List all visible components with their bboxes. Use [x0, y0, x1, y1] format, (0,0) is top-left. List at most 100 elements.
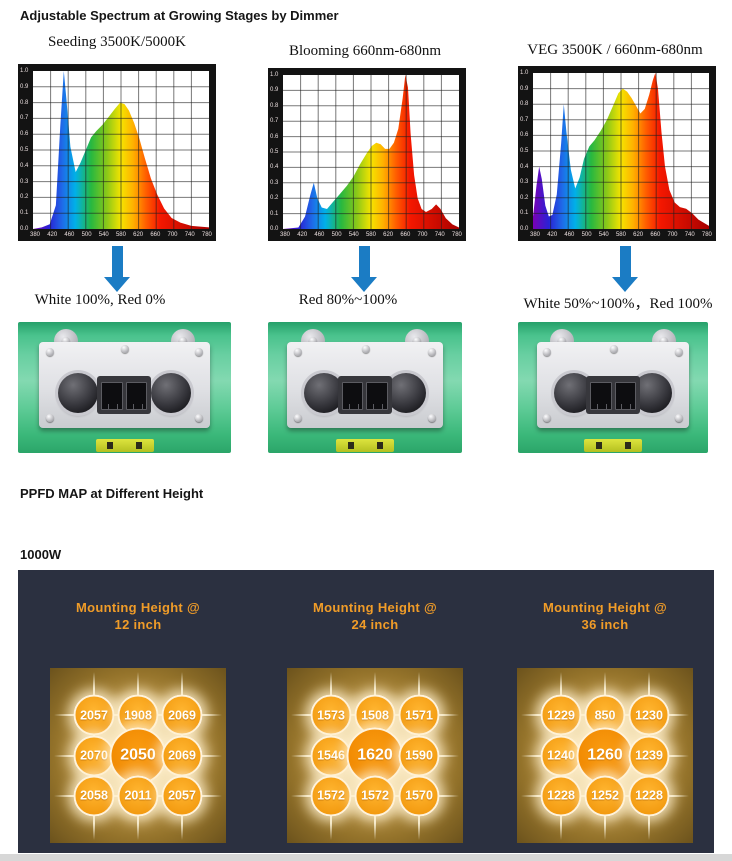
screw-icon — [194, 414, 203, 423]
dimmer-knob — [58, 372, 99, 413]
dimmer-knob — [150, 372, 191, 413]
x-axis-tick: 420 — [47, 232, 58, 238]
x-axis-tick: 740 — [184, 232, 195, 238]
connector-tab — [336, 438, 394, 452]
connector-tab — [584, 438, 642, 452]
plot-area — [33, 71, 209, 229]
y-axis-tick: 0.4 — [20, 162, 29, 169]
y-axis-tick: 0.0 — [270, 225, 279, 232]
ppfd-value: 2070 — [73, 735, 115, 776]
screw-icon — [293, 347, 302, 356]
y-axis-tick: 0.2 — [270, 195, 279, 202]
ppfd-value: 1228 — [628, 775, 670, 817]
x-axis-tick: 780 — [451, 232, 462, 238]
connector-tab — [95, 438, 154, 452]
rj-port — [125, 382, 148, 411]
down-arrow-icon — [612, 246, 638, 292]
chart-title-seeding: Seeding 3500K/5000K — [48, 34, 186, 50]
control-box — [39, 341, 210, 429]
x-axis-tick: 380 — [530, 232, 541, 238]
ppfd-value: 1240 — [540, 735, 582, 776]
y-axis-tick: 0.3 — [520, 179, 529, 186]
y-axis-ticks: 1.0 0.9 0.8 0.7 0.6 0.5 0.4 0.3 0.2 0.1 0.0 — [20, 68, 32, 232]
chart-title-blooming: Blooming 660nm-680nm — [288, 43, 442, 59]
ppfd-value: 1546 — [310, 735, 352, 776]
ppfd-value: 1239 — [628, 735, 670, 776]
control-box — [287, 341, 443, 429]
x-axis-tick: 660 — [150, 232, 161, 238]
dimmer-knob — [304, 372, 345, 413]
x-axis-ticks: 380 420 460 500 540 580 620 660 700 740 780 — [530, 232, 712, 239]
y-axis-tick: 0.5 — [20, 146, 29, 153]
dimmer-knob — [385, 372, 426, 413]
x-axis-tick: 500 — [81, 232, 92, 238]
ppfd-value: 2069 — [161, 735, 203, 776]
rj-port — [590, 382, 612, 411]
x-axis-tick: 620 — [633, 232, 644, 238]
ppfd-value: 1228 — [540, 775, 582, 817]
down-arrow-icon — [104, 246, 130, 292]
plot-area — [533, 73, 709, 229]
y-axis-tick: 1.0 — [520, 70, 529, 76]
x-axis-tick: 620 — [383, 232, 394, 238]
dimmer-control-photo — [18, 322, 231, 453]
rj-port — [614, 382, 636, 411]
x-axis-tick: 700 — [167, 232, 178, 238]
x-axis-tick: 460 — [64, 232, 75, 238]
x-axis-tick: 420 — [297, 232, 308, 238]
x-axis-tick: 700 — [667, 232, 678, 238]
chart-title-veg: VEG 3500K / 660nm-680nm — [527, 42, 703, 58]
x-axis-tick: 460 — [314, 232, 325, 238]
ppfd-value: 1573 — [310, 694, 352, 736]
spectrum-chart-seeding: 1.0 0.9 0.8 0.7 0.6 0.5 0.4 0.3 0.2 0.1 0.0 380 420… — [18, 64, 216, 241]
map-title: Mounting Height @ 24 inch — [287, 600, 463, 634]
spectrum-chart-veg: 1.0 0.9 0.8 0.7 0.6 0.5 0.4 0.3 0.2 0.1 0.0 380 420… — [518, 66, 716, 241]
ppfd-value: 2057 — [73, 694, 115, 736]
dimmer-control-photo — [518, 322, 708, 453]
ppfd-value: 2058 — [73, 775, 115, 817]
ppfd-map-12inch: 2057 1908 2069 2070 2050 2069 2058 2011 2057 — [50, 668, 226, 843]
x-axis-tick: 380 — [30, 232, 41, 238]
y-axis-tick: 0.0 — [520, 225, 529, 232]
ppfd-value: 1572 — [310, 775, 352, 817]
y-axis-tick: 0.5 — [270, 148, 279, 155]
y-axis-tick: 0.9 — [20, 83, 29, 90]
screw-icon — [194, 347, 203, 356]
rj-port — [341, 382, 364, 411]
x-axis-tick: 380 — [280, 232, 291, 238]
y-axis-tick: 0.7 — [520, 116, 529, 123]
screw-icon — [428, 347, 437, 356]
ppfd-map-column-12inch: Mounting Height @ 12 inch 2057 1908 2069 20… — [50, 570, 226, 853]
x-axis-tick: 740 — [684, 232, 695, 238]
map-title: Mounting Height @ 36 inch — [517, 600, 693, 634]
map-title-line2: 24 inch — [351, 616, 399, 632]
y-axis-tick: 0.5 — [520, 147, 529, 154]
y-axis-tick: 0.3 — [270, 179, 279, 186]
y-axis-ticks: 1.0 0.9 0.8 0.7 0.6 0.5 0.4 0.3 0.2 0.1 0.0 — [520, 70, 532, 232]
screw-icon — [62, 336, 71, 345]
ppfd-value: 1230 — [628, 694, 670, 736]
x-axis-tick: 580 — [615, 232, 626, 238]
y-axis-ticks: 1.0 0.9 0.8 0.7 0.6 0.5 0.4 0.3 0.2 0.1 0.0 — [270, 72, 282, 232]
dimmer-setting-label-veg: White 50%~100%，Red 100% — [523, 296, 713, 312]
y-axis-tick: 0.6 — [520, 132, 529, 139]
map-title-line2: 12 inch — [114, 616, 162, 632]
x-axis-tick: 780 — [701, 232, 712, 238]
screw-icon — [178, 336, 187, 345]
y-axis-tick: 0.1 — [520, 210, 529, 217]
y-axis-tick: 0.6 — [20, 131, 29, 138]
y-axis-tick: 1.0 — [20, 68, 29, 74]
ppfd-value: 1570 — [398, 775, 440, 817]
plot-area — [283, 75, 459, 229]
wattage-label: 1000W — [20, 547, 62, 562]
y-axis-tick: 0.6 — [270, 133, 279, 140]
rj-port-block — [337, 376, 392, 415]
ppfd-value: 1590 — [398, 735, 440, 776]
ppfd-value: 2011 — [117, 775, 159, 817]
ppfd-value: 850 — [584, 694, 626, 736]
rj-port — [366, 382, 388, 411]
screw-icon — [543, 347, 552, 356]
map-title-line1: Mounting Height @ — [543, 600, 667, 615]
y-axis-tick: 0.0 — [20, 225, 29, 232]
